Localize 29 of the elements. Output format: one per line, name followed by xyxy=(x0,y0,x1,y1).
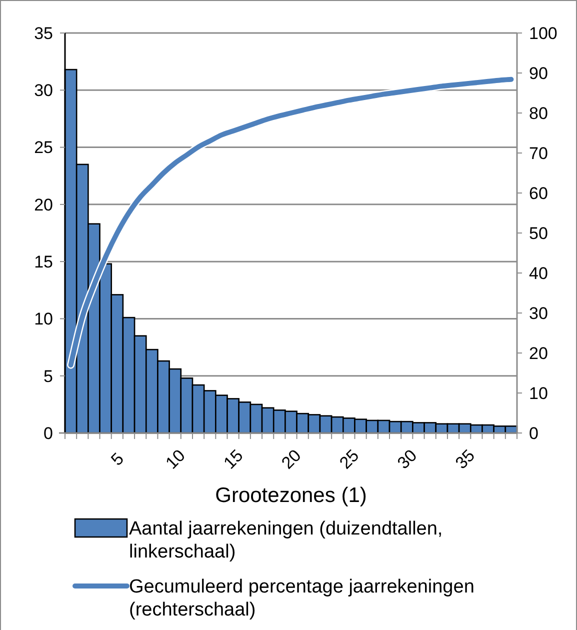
y-tick-label: 30 xyxy=(34,81,53,100)
y2-tick-label: 50 xyxy=(529,224,548,243)
y2-tick-label: 70 xyxy=(529,144,548,163)
y-tick-label: 10 xyxy=(34,310,53,329)
y-tick-label: 35 xyxy=(34,24,53,43)
x-tick-label: 30 xyxy=(394,446,421,473)
x-tick-label: 20 xyxy=(278,446,305,473)
y2-tick-label: 30 xyxy=(529,304,548,323)
y2-tick-label: 20 xyxy=(529,344,548,363)
x-tick-label: 10 xyxy=(162,446,189,473)
x-tick-label: 25 xyxy=(336,446,363,473)
x-tick-label: 15 xyxy=(220,446,247,473)
y2-tick-label: 100 xyxy=(529,24,558,43)
y-tick-label: 25 xyxy=(34,138,53,158)
x-axis-title: Grootezones (1) xyxy=(215,484,367,507)
x-tick-label: 35 xyxy=(452,446,479,473)
y2-tick-label: 90 xyxy=(529,64,548,83)
y2-tick-label: 10 xyxy=(529,384,548,403)
legend-label: Gecumuleerd percentage jaarrekeningen (rechterschaal) xyxy=(129,576,474,620)
y-tick-label: 0 xyxy=(44,424,53,443)
legend-label: Aantal jaarrekeningen (duizendtallen, linkerschaal) xyxy=(129,518,443,562)
y2-tick-label: 80 xyxy=(529,104,548,123)
y-tick-label: 5 xyxy=(44,366,53,386)
x-tick-label: 5 xyxy=(107,449,128,470)
y-tick-label: 15 xyxy=(34,252,53,272)
y2-tick-label: 0 xyxy=(529,424,538,443)
y2-tick-label: 60 xyxy=(529,184,548,203)
y-tick-label: 20 xyxy=(34,195,53,214)
y2-tick-label: 40 xyxy=(529,264,548,283)
